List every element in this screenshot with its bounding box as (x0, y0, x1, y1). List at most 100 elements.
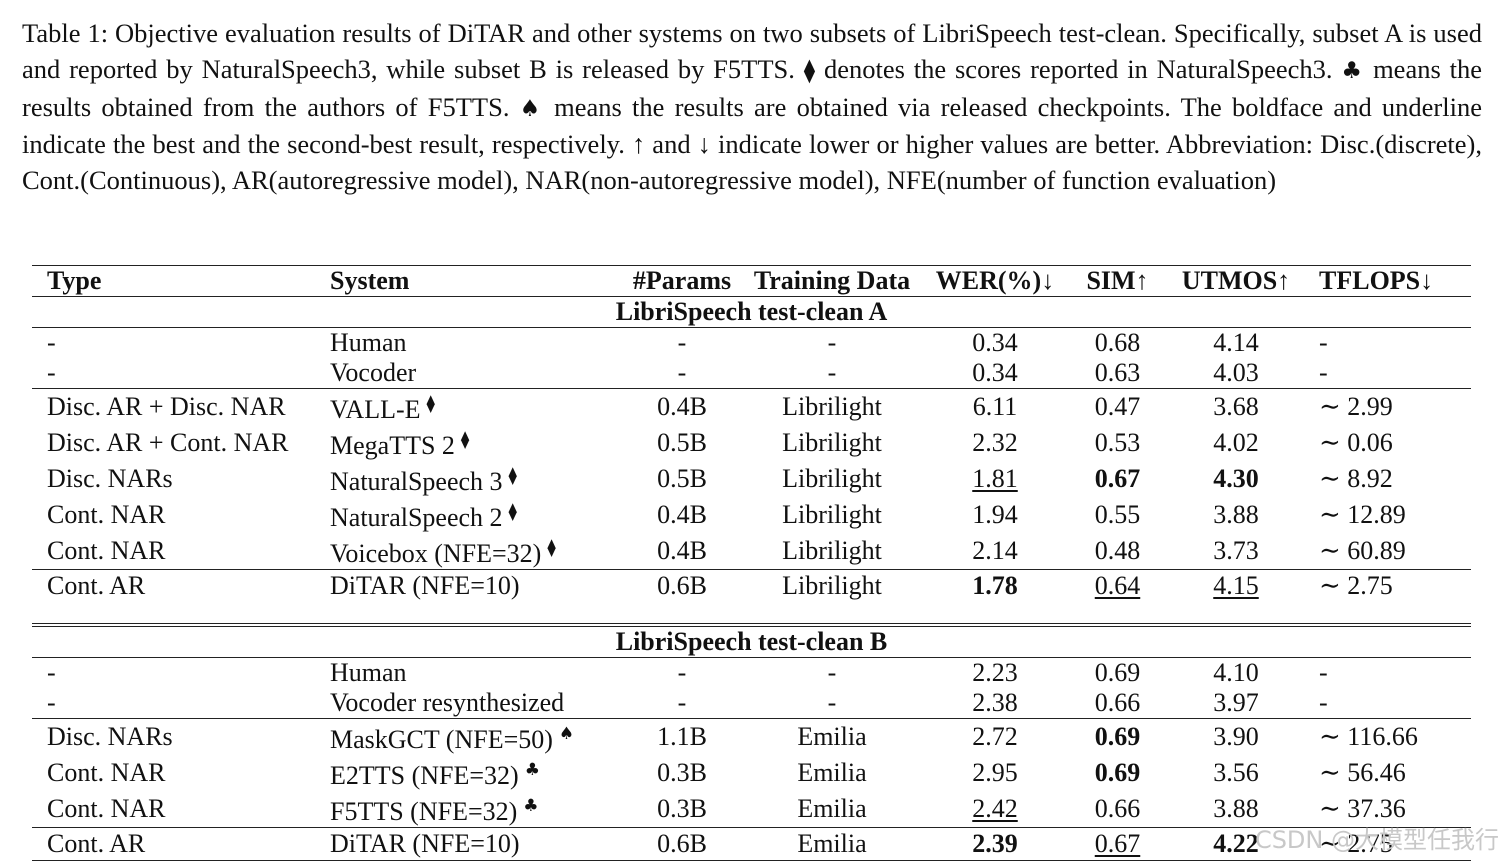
cell-type-value: Cont. AR (47, 571, 146, 601)
cell-tflops: ∼ 56.46 (1307, 755, 1471, 791)
cell-type: Disc. NARs (32, 461, 330, 497)
cell-wer-value: 1.81 (972, 464, 1018, 493)
cell-data: Librilight (744, 533, 920, 570)
cell-data: Librilight (744, 461, 920, 497)
cell-tflops-value: - (1319, 328, 1328, 357)
cell-utmos-value: 4.03 (1213, 358, 1259, 387)
cell-utmos-value: 4.10 (1213, 657, 1259, 687)
cell-type-value: - (47, 657, 56, 687)
cell-utmos: 3.88 (1165, 497, 1307, 533)
cell-system-value: Voicebox (NFE=32) (330, 539, 542, 568)
cell-tflops: - (1307, 688, 1471, 719)
cell-wer: 2.32 (920, 425, 1070, 461)
cell-utmos: 3.88 (1165, 791, 1307, 828)
cell-sim: 0.48 (1070, 533, 1165, 570)
cell-type-value: Disc. AR + Disc. NAR (47, 392, 286, 421)
cell-tflops-value: ∼ 60.89 (1319, 536, 1406, 565)
cell-utmos-value: 4.22 (1213, 828, 1259, 858)
cell-tflops-value: - (1319, 358, 1328, 387)
cell-data: Librilight (744, 497, 920, 533)
cell-type-value: Cont. NAR (47, 793, 166, 823)
cell-sim: 0.69 (1070, 755, 1165, 791)
cell-wer-value: 2.95 (972, 757, 1018, 787)
col-header-sim: SIM↑ (1086, 266, 1149, 295)
cell-data-value: Emilia (797, 828, 867, 858)
cell-system-value: MaskGCT (NFE=50) (330, 724, 553, 754)
cell-wer: 2.72 (920, 717, 1070, 755)
table-row: Disc. NARs NaturalSpeech 3 ⧫ 0.5B Librilight… (32, 461, 1471, 497)
diamond-icon: ⧫ (803, 57, 816, 84)
cell-tflops-value: ∼ 56.46 (1319, 757, 1406, 787)
cell-utmos-value: 4.02 (1213, 428, 1259, 457)
cell-utmos-value: 4.14 (1213, 328, 1259, 357)
cell-utmos: 4.14 (1165, 328, 1307, 359)
cell-system: Vocoder (330, 358, 620, 389)
cell-sim-value: 0.68 (1094, 328, 1141, 357)
cell-params-value: 0.3B (657, 757, 707, 787)
cell-utmos: 3.97 (1165, 688, 1307, 719)
cell-tflops-value: ∼ 116.66 (1319, 721, 1418, 751)
cell-wer: 2.38 (920, 688, 1070, 719)
cell-data-value: Librilight (782, 571, 882, 601)
cell-system-value: Vocoder resynthesized (330, 687, 565, 717)
cell-data-value: Librilight (782, 392, 882, 421)
cell-sim-value: 0.47 (1094, 392, 1141, 421)
col-header-utmos: UTMOS↑ (1181, 266, 1291, 295)
cell-tflops-value: ∼ 2.75 (1319, 828, 1393, 858)
cell-sim-value: 0.67 (1094, 464, 1141, 493)
cell-params: 0.6B (620, 569, 744, 603)
cell-wer-value: 0.34 (972, 328, 1018, 357)
table-row: Disc. AR + Disc. NAR VALL-E ⧫ 0.4B Libriligh… (32, 388, 1471, 425)
cell-wer: 2.39 (920, 826, 1070, 861)
cell-sim: 0.64 (1070, 569, 1165, 603)
cell-data: Librilight (744, 569, 920, 603)
cell-params-value: 0.4B (657, 392, 707, 421)
cell-params-value: 0.5B (657, 464, 707, 493)
cell-tflops: ∼ 8.92 (1307, 461, 1471, 497)
cell-params: - (620, 328, 744, 359)
cell-system-value: E2TTS (NFE=32) (330, 760, 519, 790)
cell-system: VALL-E ⧫ (330, 388, 620, 425)
cell-type: - (32, 358, 330, 389)
table-header-row: Type System #Params Training Data WER(%)… (32, 265, 1471, 297)
col-header-wer: WER(%)↓ (935, 266, 1055, 295)
cell-type: Cont. NAR (32, 791, 330, 828)
cell-data: - (744, 657, 920, 688)
cell-data-value: Emilia (797, 793, 867, 823)
cell-system: DiTAR (NFE=10) (330, 569, 620, 603)
cell-params-value: - (677, 328, 687, 357)
results-table: Type System #Params Training Data WER(%)… (32, 265, 1471, 861)
cell-sim: 0.69 (1070, 717, 1165, 755)
cell-params: - (620, 657, 744, 688)
cell-sim-value: 0.55 (1094, 500, 1141, 529)
cell-params-value: 0.5B (657, 428, 707, 457)
cell-system-value: DiTAR (NFE=10) (330, 571, 520, 601)
cell-utmos: 4.22 (1165, 826, 1307, 861)
cell-utmos-value: 4.15 (1213, 571, 1259, 601)
cell-wer-value: 1.94 (972, 500, 1018, 529)
diamond-icon: ⧫ (508, 466, 517, 486)
cell-system: Human (330, 328, 620, 359)
cell-type: Disc. NARs (32, 717, 330, 755)
cell-wer: 2.23 (920, 657, 1070, 688)
cell-wer-value: 2.14 (972, 536, 1018, 565)
cell-params-value: 0.3B (657, 793, 707, 823)
cell-type: - (32, 328, 330, 359)
spade-icon: ♠ (519, 95, 544, 122)
cell-utmos-value: 4.30 (1213, 464, 1259, 493)
cell-wer-value: 1.78 (972, 571, 1018, 601)
cell-tflops-value: ∼ 37.36 (1319, 793, 1406, 823)
cell-utmos: 4.30 (1165, 461, 1307, 497)
cell-sim: 0.53 (1070, 425, 1165, 461)
cell-system-value: MegaTTS 2 (330, 431, 455, 460)
cell-system-value: F5TTS (NFE=32) (330, 796, 518, 826)
cell-tflops: ∼ 2.99 (1307, 388, 1471, 425)
cell-params-value: - (677, 358, 687, 387)
cell-utmos-value: 3.97 (1213, 687, 1259, 717)
cell-type-value: - (47, 328, 56, 357)
cell-data-value: Emilia (797, 757, 867, 787)
cell-utmos-value: 3.73 (1213, 536, 1259, 565)
cell-type-value: Cont. NAR (47, 757, 166, 787)
table-row: Cont. NAR NaturalSpeech 2 ⧫ 0.4B Librilight 1… (32, 497, 1471, 533)
cell-system: Voicebox (NFE=32) ⧫ (330, 533, 620, 570)
